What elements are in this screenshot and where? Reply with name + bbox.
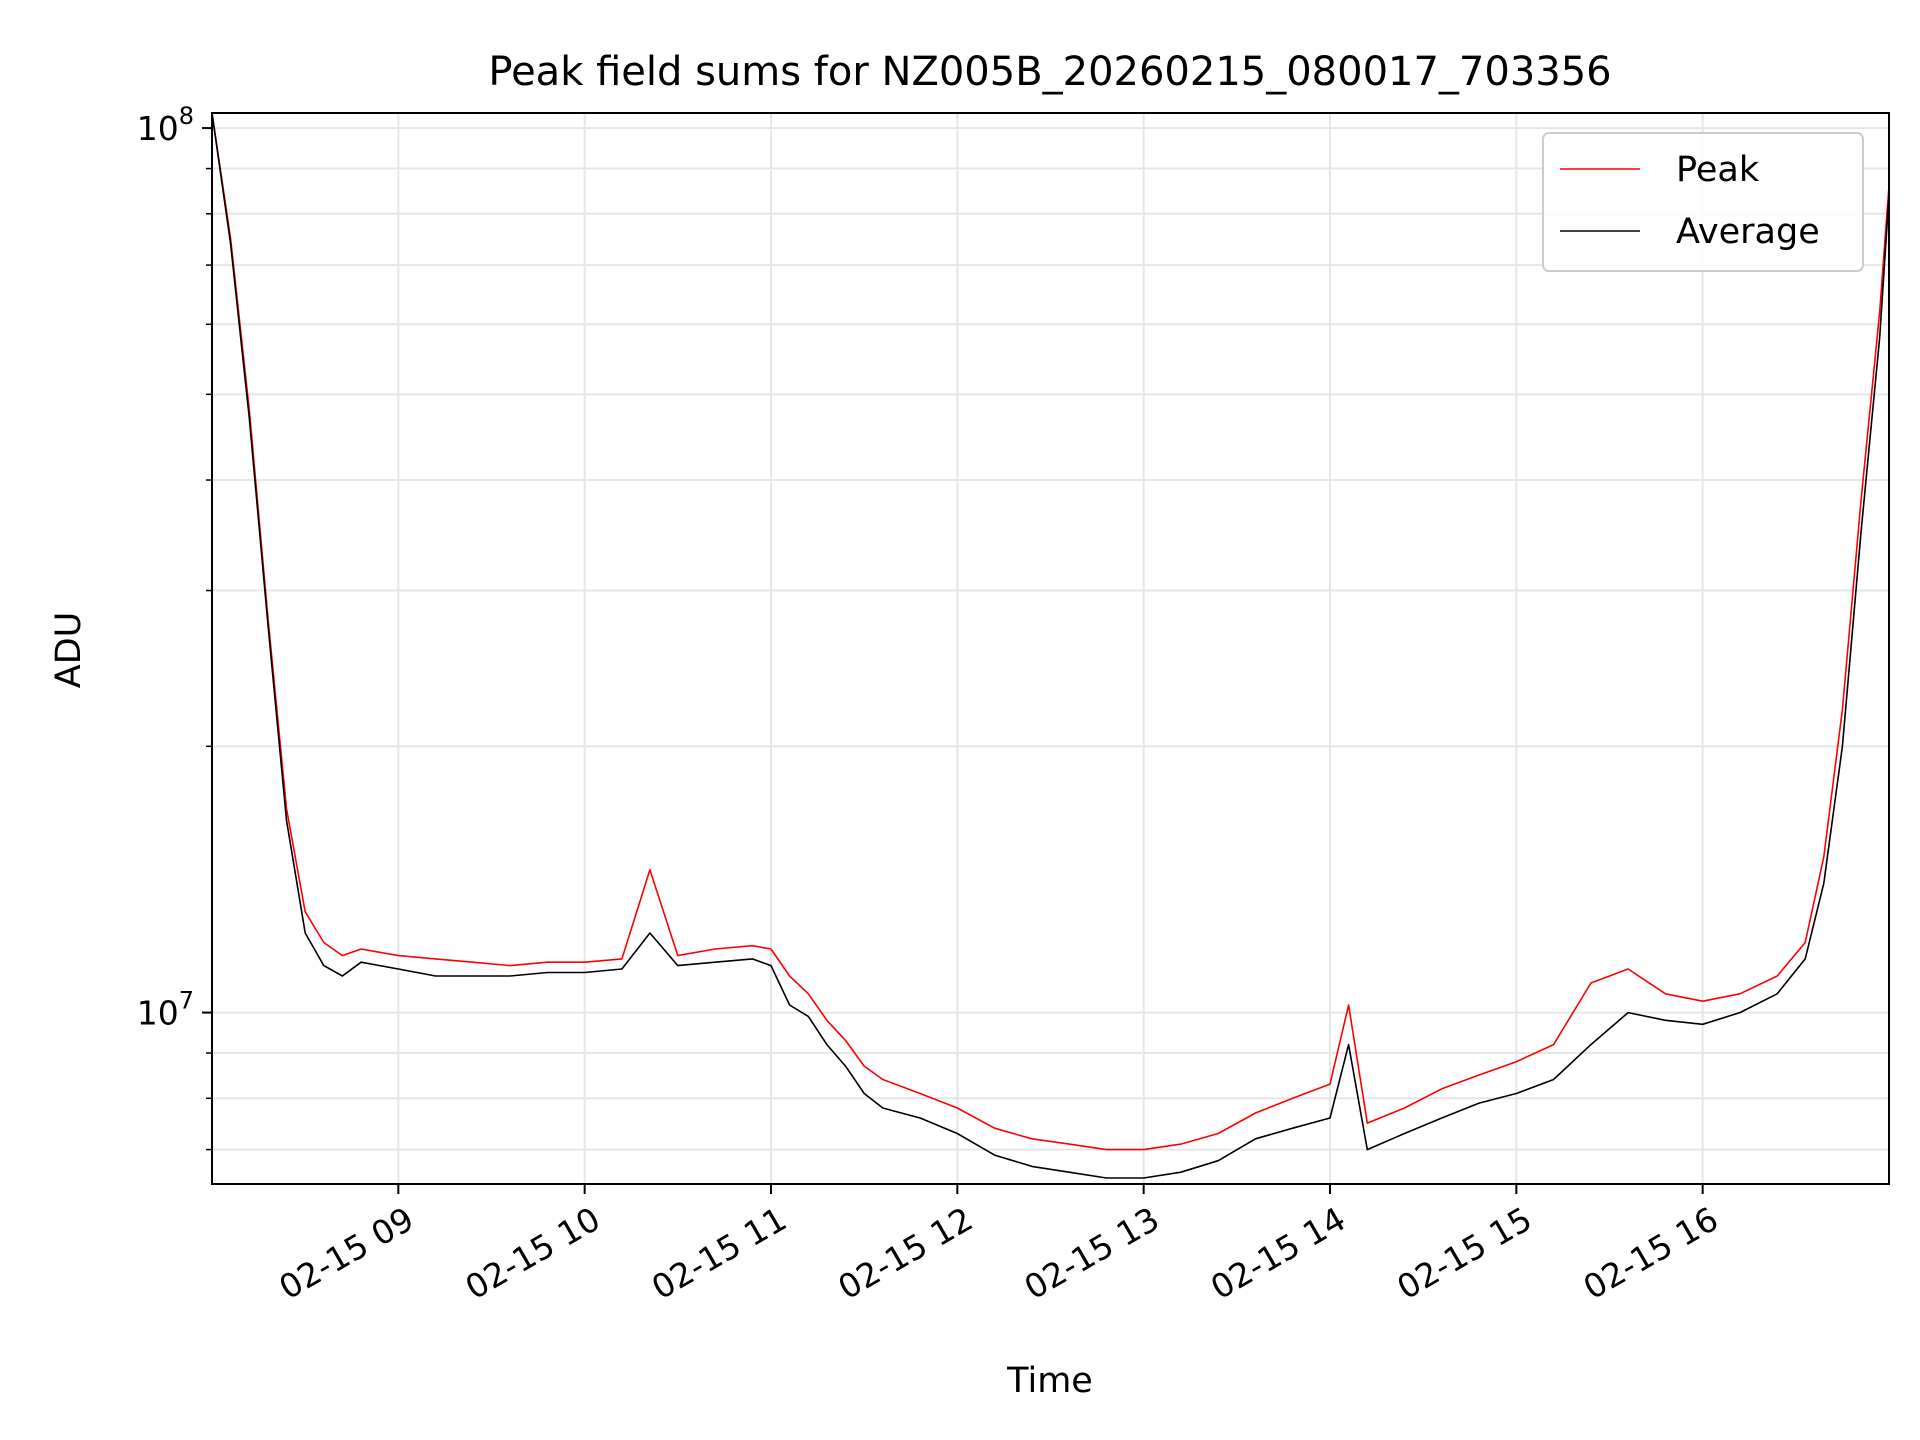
series-layer [212,113,1889,1179]
y-axis-label: ADU [49,612,89,689]
plot-frame [211,112,1890,1185]
y-tick-label: 107 [137,987,194,1033]
y-tick-label: 108 [137,102,194,148]
legend-peak-label: Peak [1676,150,1760,190]
legend-average-label: Average [1676,212,1820,252]
legend-box [1542,132,1864,272]
chart-title: Peak field sums for NZ005B_20260215_0800… [488,49,1611,95]
series-line-average [212,113,1889,1179]
x-axis-label: Time [1006,1361,1093,1401]
series-line-peak [212,113,1889,1151]
legend: Peak Average [1542,132,1864,272]
